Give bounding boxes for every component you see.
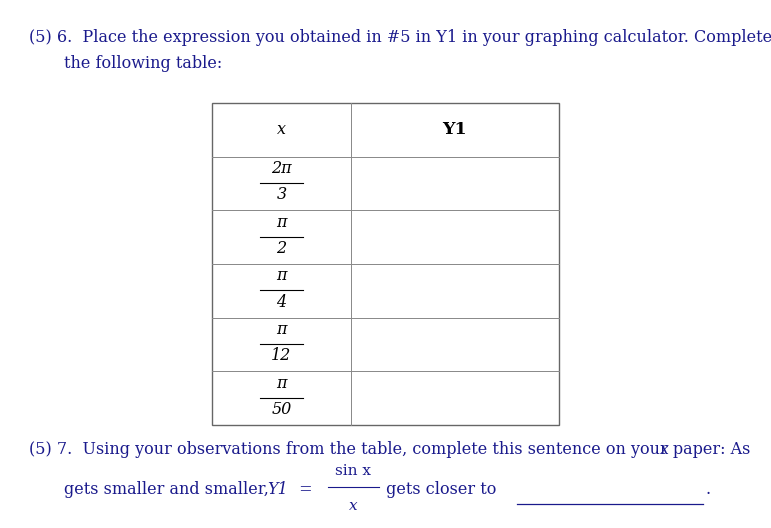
Text: gets closer to: gets closer to: [381, 482, 497, 498]
Text: (5) 6.  Place the expression you obtained in #5 in Y1 in your graphing calculato: (5) 6. Place the expression you obtained…: [29, 29, 771, 46]
Text: Y1: Y1: [443, 121, 467, 138]
Text: 3: 3: [276, 186, 287, 203]
Text: 2: 2: [276, 240, 287, 257]
Text: .: .: [705, 482, 711, 498]
Text: π: π: [276, 375, 287, 392]
Text: 4: 4: [276, 294, 287, 310]
Text: (5) 7.  Using your observations from the table, complete this sentence on your p: (5) 7. Using your observations from the …: [29, 441, 756, 458]
Text: x: x: [277, 121, 286, 138]
Bar: [212, 103, 559, 425]
Text: π: π: [276, 321, 287, 338]
Text: gets smaller and smaller,: gets smaller and smaller,: [64, 482, 279, 498]
Text: x: x: [348, 499, 358, 513]
Text: =: =: [294, 482, 312, 498]
Text: 12: 12: [271, 347, 291, 364]
Text: 50: 50: [271, 401, 291, 418]
Text: the following table:: the following table:: [64, 55, 222, 72]
Text: π: π: [276, 267, 287, 285]
Text: π: π: [276, 214, 287, 231]
Text: 2π: 2π: [271, 160, 291, 177]
Text: Y1: Y1: [268, 482, 288, 498]
Text: x: x: [660, 441, 669, 458]
Text: sin x: sin x: [335, 464, 371, 478]
